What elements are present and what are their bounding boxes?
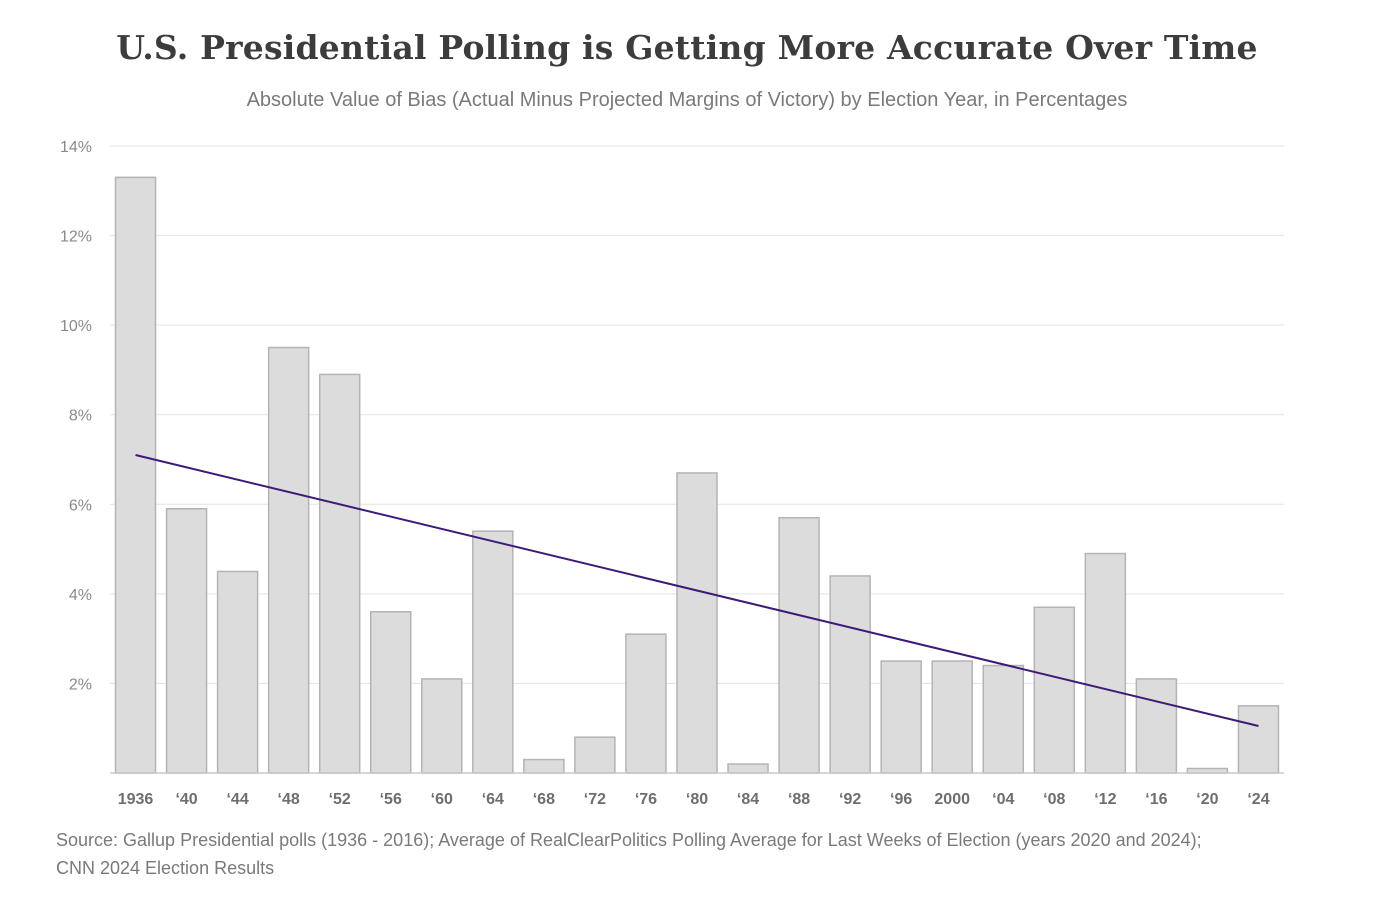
y-tick-label: 8%: [69, 408, 92, 425]
bar: [931, 660, 973, 774]
x-tick-label: 1936: [118, 791, 154, 808]
bar: [165, 508, 208, 774]
bar: [829, 575, 871, 774]
x-tick-label: ‘80: [686, 791, 708, 808]
x-tick-label: ‘60: [431, 791, 453, 808]
bar: [216, 570, 259, 774]
x-tick-label: ‘84: [737, 791, 759, 808]
x-tick-label: ‘76: [635, 791, 657, 808]
bar: [1135, 678, 1178, 774]
x-tick-label: ‘92: [839, 791, 861, 808]
x-tick-label: ‘40: [175, 791, 197, 808]
bar: [472, 530, 514, 774]
chart-title: U.S. Presidential Polling is Getting Mor…: [116, 28, 1258, 67]
y-tick-label: 10%: [60, 318, 92, 335]
chart-subtitle: Absolute Value of Bias (Actual Minus Pro…: [246, 89, 1128, 111]
bar: [421, 678, 463, 774]
bar: [1237, 705, 1280, 774]
source-line-2: CNN 2024 Election Results: [56, 858, 275, 878]
x-tick-label: ‘88: [788, 791, 810, 808]
x-tick-label: ‘12: [1094, 791, 1116, 808]
bar: [625, 633, 667, 774]
bar: [1033, 606, 1076, 774]
x-tick-label: ‘48: [278, 791, 300, 808]
bar: [114, 176, 157, 774]
bar: [727, 763, 769, 774]
bar: [778, 516, 820, 774]
x-tick-label: 2000: [934, 791, 970, 808]
bar: [369, 611, 412, 774]
x-tick-label: ‘56: [380, 791, 402, 808]
bar: [574, 736, 616, 774]
x-tick-label: ‘52: [329, 791, 351, 808]
x-tick-label: ‘72: [584, 791, 606, 808]
x-tick-label: ‘04: [992, 791, 1014, 808]
bar: [880, 660, 922, 774]
bar: [676, 472, 718, 774]
x-tick-label: ‘64: [482, 791, 504, 808]
y-tick-label: 6%: [69, 497, 92, 514]
trendline: [135, 454, 1259, 727]
x-tick-label: ‘20: [1196, 791, 1218, 808]
x-tick-label: ‘08: [1043, 791, 1065, 808]
y-tick-label: 4%: [69, 587, 92, 604]
bar: [267, 346, 310, 774]
source-line-1: Source: Gallup Presidential polls (1936 …: [56, 830, 1202, 850]
x-tick-label: ‘68: [533, 791, 555, 808]
x-tick-label: ‘44: [226, 791, 248, 808]
x-tick-label: ‘16: [1145, 791, 1167, 808]
bar: [1084, 552, 1127, 774]
bar: [318, 373, 361, 774]
source-note: Source: Gallup Presidential polls (1936 …: [56, 826, 1356, 882]
y-tick-label: 2%: [69, 676, 92, 693]
bar: [982, 664, 1025, 774]
x-tick-label: ‘24: [1247, 791, 1269, 808]
y-tick-label: 14%: [60, 139, 92, 156]
y-tick-label: 12%: [60, 229, 92, 246]
bar: [523, 758, 565, 774]
x-tick-label: ‘96: [890, 791, 912, 808]
